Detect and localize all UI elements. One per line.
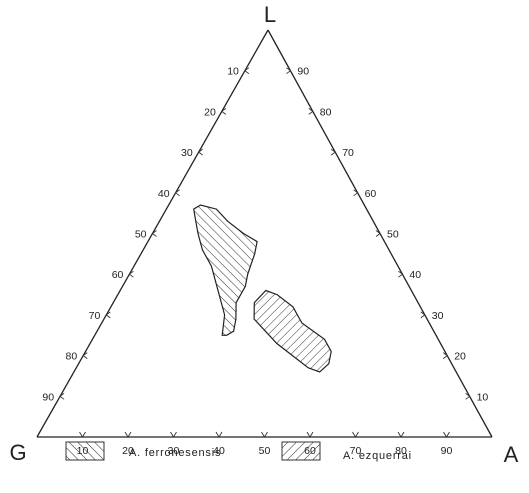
tick-label-left: 40 (158, 188, 170, 200)
tick-mark-left (197, 148, 203, 156)
tick-label-bottom: 40 (213, 445, 225, 457)
tick-label-right: 40 (409, 269, 421, 281)
tick-mark-right (353, 189, 359, 197)
tick-mark-left (128, 270, 134, 278)
tick-mark-left (151, 230, 157, 237)
tick-mark-bottom (352, 431, 359, 438)
tick-label-right: 70 (342, 147, 354, 159)
legend-swatch-ezquerrai (281, 441, 321, 461)
tick-label-left: 20 (204, 106, 216, 118)
vertex-label-right: A (504, 442, 519, 467)
legend: A. ferronesensis A. ezquerrai (65, 441, 412, 462)
region-a-ezquerrai (253, 289, 332, 373)
legend-label-ferronesensis: A. ferronesensis (129, 447, 221, 459)
tick-label-left: 30 (181, 147, 193, 159)
tick-mark-bottom (261, 431, 268, 438)
tick-label-left: 70 (89, 310, 101, 322)
tick-mark-bottom (124, 431, 132, 438)
tick-mark-left (59, 392, 65, 400)
vertex-label-top: L (264, 2, 276, 27)
tick-mark-left (105, 311, 111, 319)
tick-mark-right (330, 148, 336, 156)
tick-label-bottom: 80 (395, 445, 407, 457)
tick-mark-bottom (215, 431, 223, 438)
tick-mark-left (244, 67, 250, 75)
regions-layer (193, 204, 332, 373)
tick-label-bottom: 70 (350, 445, 362, 457)
tick-label-right: 50 (387, 229, 399, 241)
tick-mark-left (82, 352, 88, 359)
tick-mark-right (286, 67, 292, 75)
region-a-ferronesensis (193, 204, 258, 336)
tick-label-right: 10 (477, 391, 489, 403)
tick-label-left: 80 (66, 351, 78, 363)
vertex-label-left: G (9, 440, 26, 465)
triangle-frame (36, 29, 493, 438)
tick-mark-right (420, 311, 426, 319)
tick-mark-bottom (79, 431, 86, 438)
legend-swatch-ferronesensis (65, 441, 105, 461)
tick-label-right: 30 (432, 310, 444, 322)
tick-label-right: 60 (365, 188, 377, 200)
tick-label-bottom: 30 (168, 445, 180, 457)
tick-label-right: 20 (454, 351, 466, 363)
tick-mark-bottom (170, 431, 177, 438)
tick-mark-right (375, 230, 381, 237)
tick-label-right: 90 (297, 66, 309, 78)
tick-mark-bottom (397, 431, 405, 438)
tick-mark-bottom (443, 431, 450, 438)
tick-label-left: 60 (112, 269, 124, 281)
tick-layer: 1020304050607080901020304050607080901020… (42, 66, 488, 457)
tick-label-left: 10 (227, 66, 239, 78)
tick-mark-right (398, 270, 404, 278)
tick-label-bottom: 90 (441, 445, 453, 457)
tick-label-left: 50 (135, 229, 147, 241)
legend-label-ezquerrai: A. ezquerrai (343, 450, 412, 462)
tick-mark-left (174, 189, 180, 197)
tick-label-bottom: 20 (122, 445, 134, 457)
tick-label-bottom: 50 (259, 445, 271, 457)
tick-mark-right (308, 108, 314, 115)
tick-mark-right (442, 352, 448, 359)
tick-mark-right (465, 392, 471, 400)
tick-mark-bottom (306, 431, 314, 438)
tick-label-right: 80 (320, 106, 332, 118)
tick-mark-left (221, 108, 227, 115)
tick-label-left: 90 (42, 391, 54, 403)
